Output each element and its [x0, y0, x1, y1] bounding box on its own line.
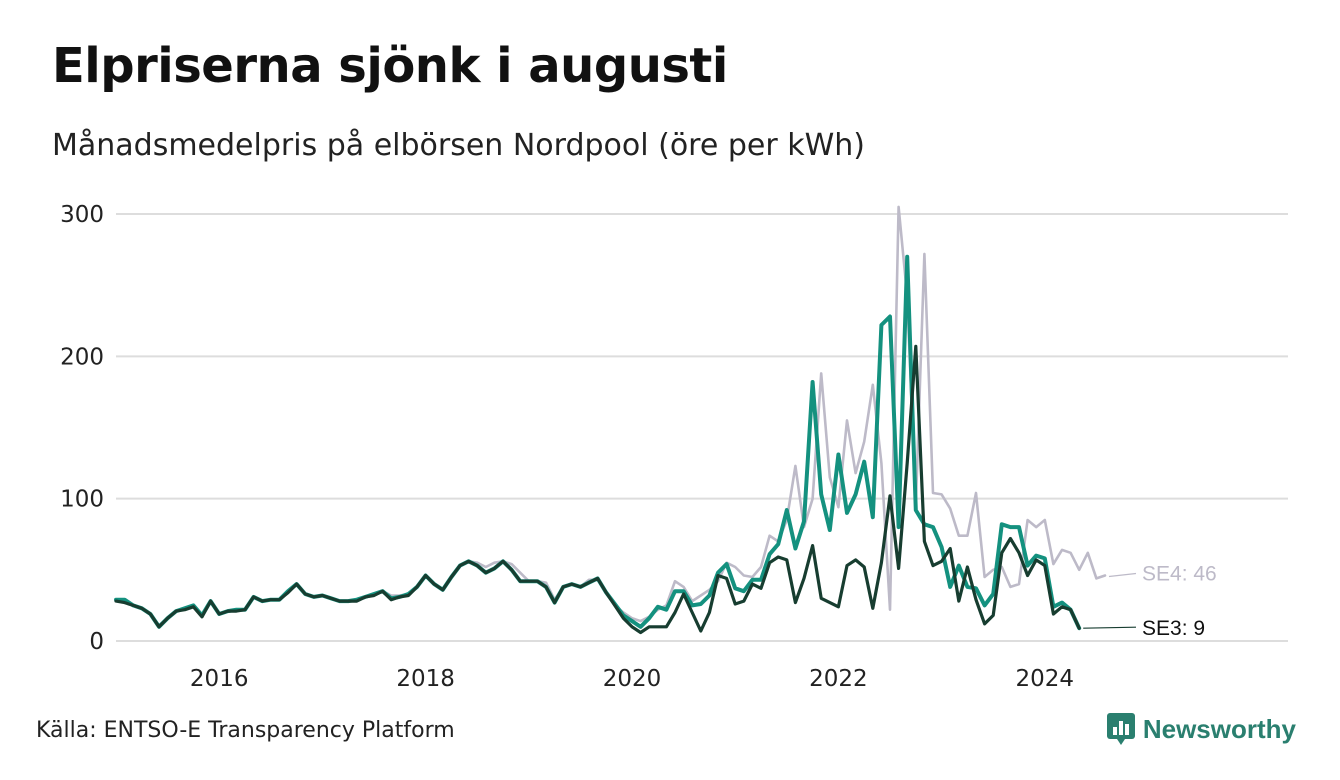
x-tick-label: 2016 — [190, 666, 249, 692]
grid-lines — [116, 213, 1288, 642]
se4-leader-line — [1108, 572, 1137, 578]
y-tick-label: 100 — [60, 487, 104, 513]
y-tick-label: 200 — [60, 344, 104, 370]
x-tick-label: 2018 — [396, 666, 455, 692]
y-tick-label: 300 — [60, 202, 104, 228]
y-tick-label: 0 — [89, 629, 104, 655]
chart-title: Elpriserna sjönk i augusti — [52, 38, 728, 94]
y-axis-ticks: 0 100 200 300 — [60, 202, 104, 655]
x-axis-ticks: 2016 2018 2020 2022 2024 — [190, 666, 1074, 692]
brand[interactable]: Newsworthy — [1106, 713, 1296, 745]
series-line-se4 — [114, 205, 1107, 627]
newsworthy-logo-icon — [1106, 713, 1135, 745]
se3-end-label: SE3: 9 — [1142, 617, 1205, 640]
series-line-mid — [114, 254, 1082, 631]
x-tick-label: 2024 — [1016, 666, 1075, 692]
chart-subtitle: Månadsmedelpris på elbörsen Nordpool (ör… — [52, 128, 865, 163]
se4-end-label: SE4: 46 — [1142, 563, 1217, 586]
x-tick-label: 2020 — [603, 666, 662, 692]
end-labels: SE4: 46 SE3: 9 — [1083, 563, 1217, 640]
series-line-se3 — [114, 344, 1081, 635]
series-lines — [114, 205, 1107, 635]
brand-name: Newsworthy — [1142, 713, 1296, 744]
se3-leader-line — [1083, 626, 1137, 629]
x-tick-label: 2022 — [809, 666, 868, 692]
source-note: Källa: ENTSO-E Transparency Platform — [36, 718, 455, 743]
